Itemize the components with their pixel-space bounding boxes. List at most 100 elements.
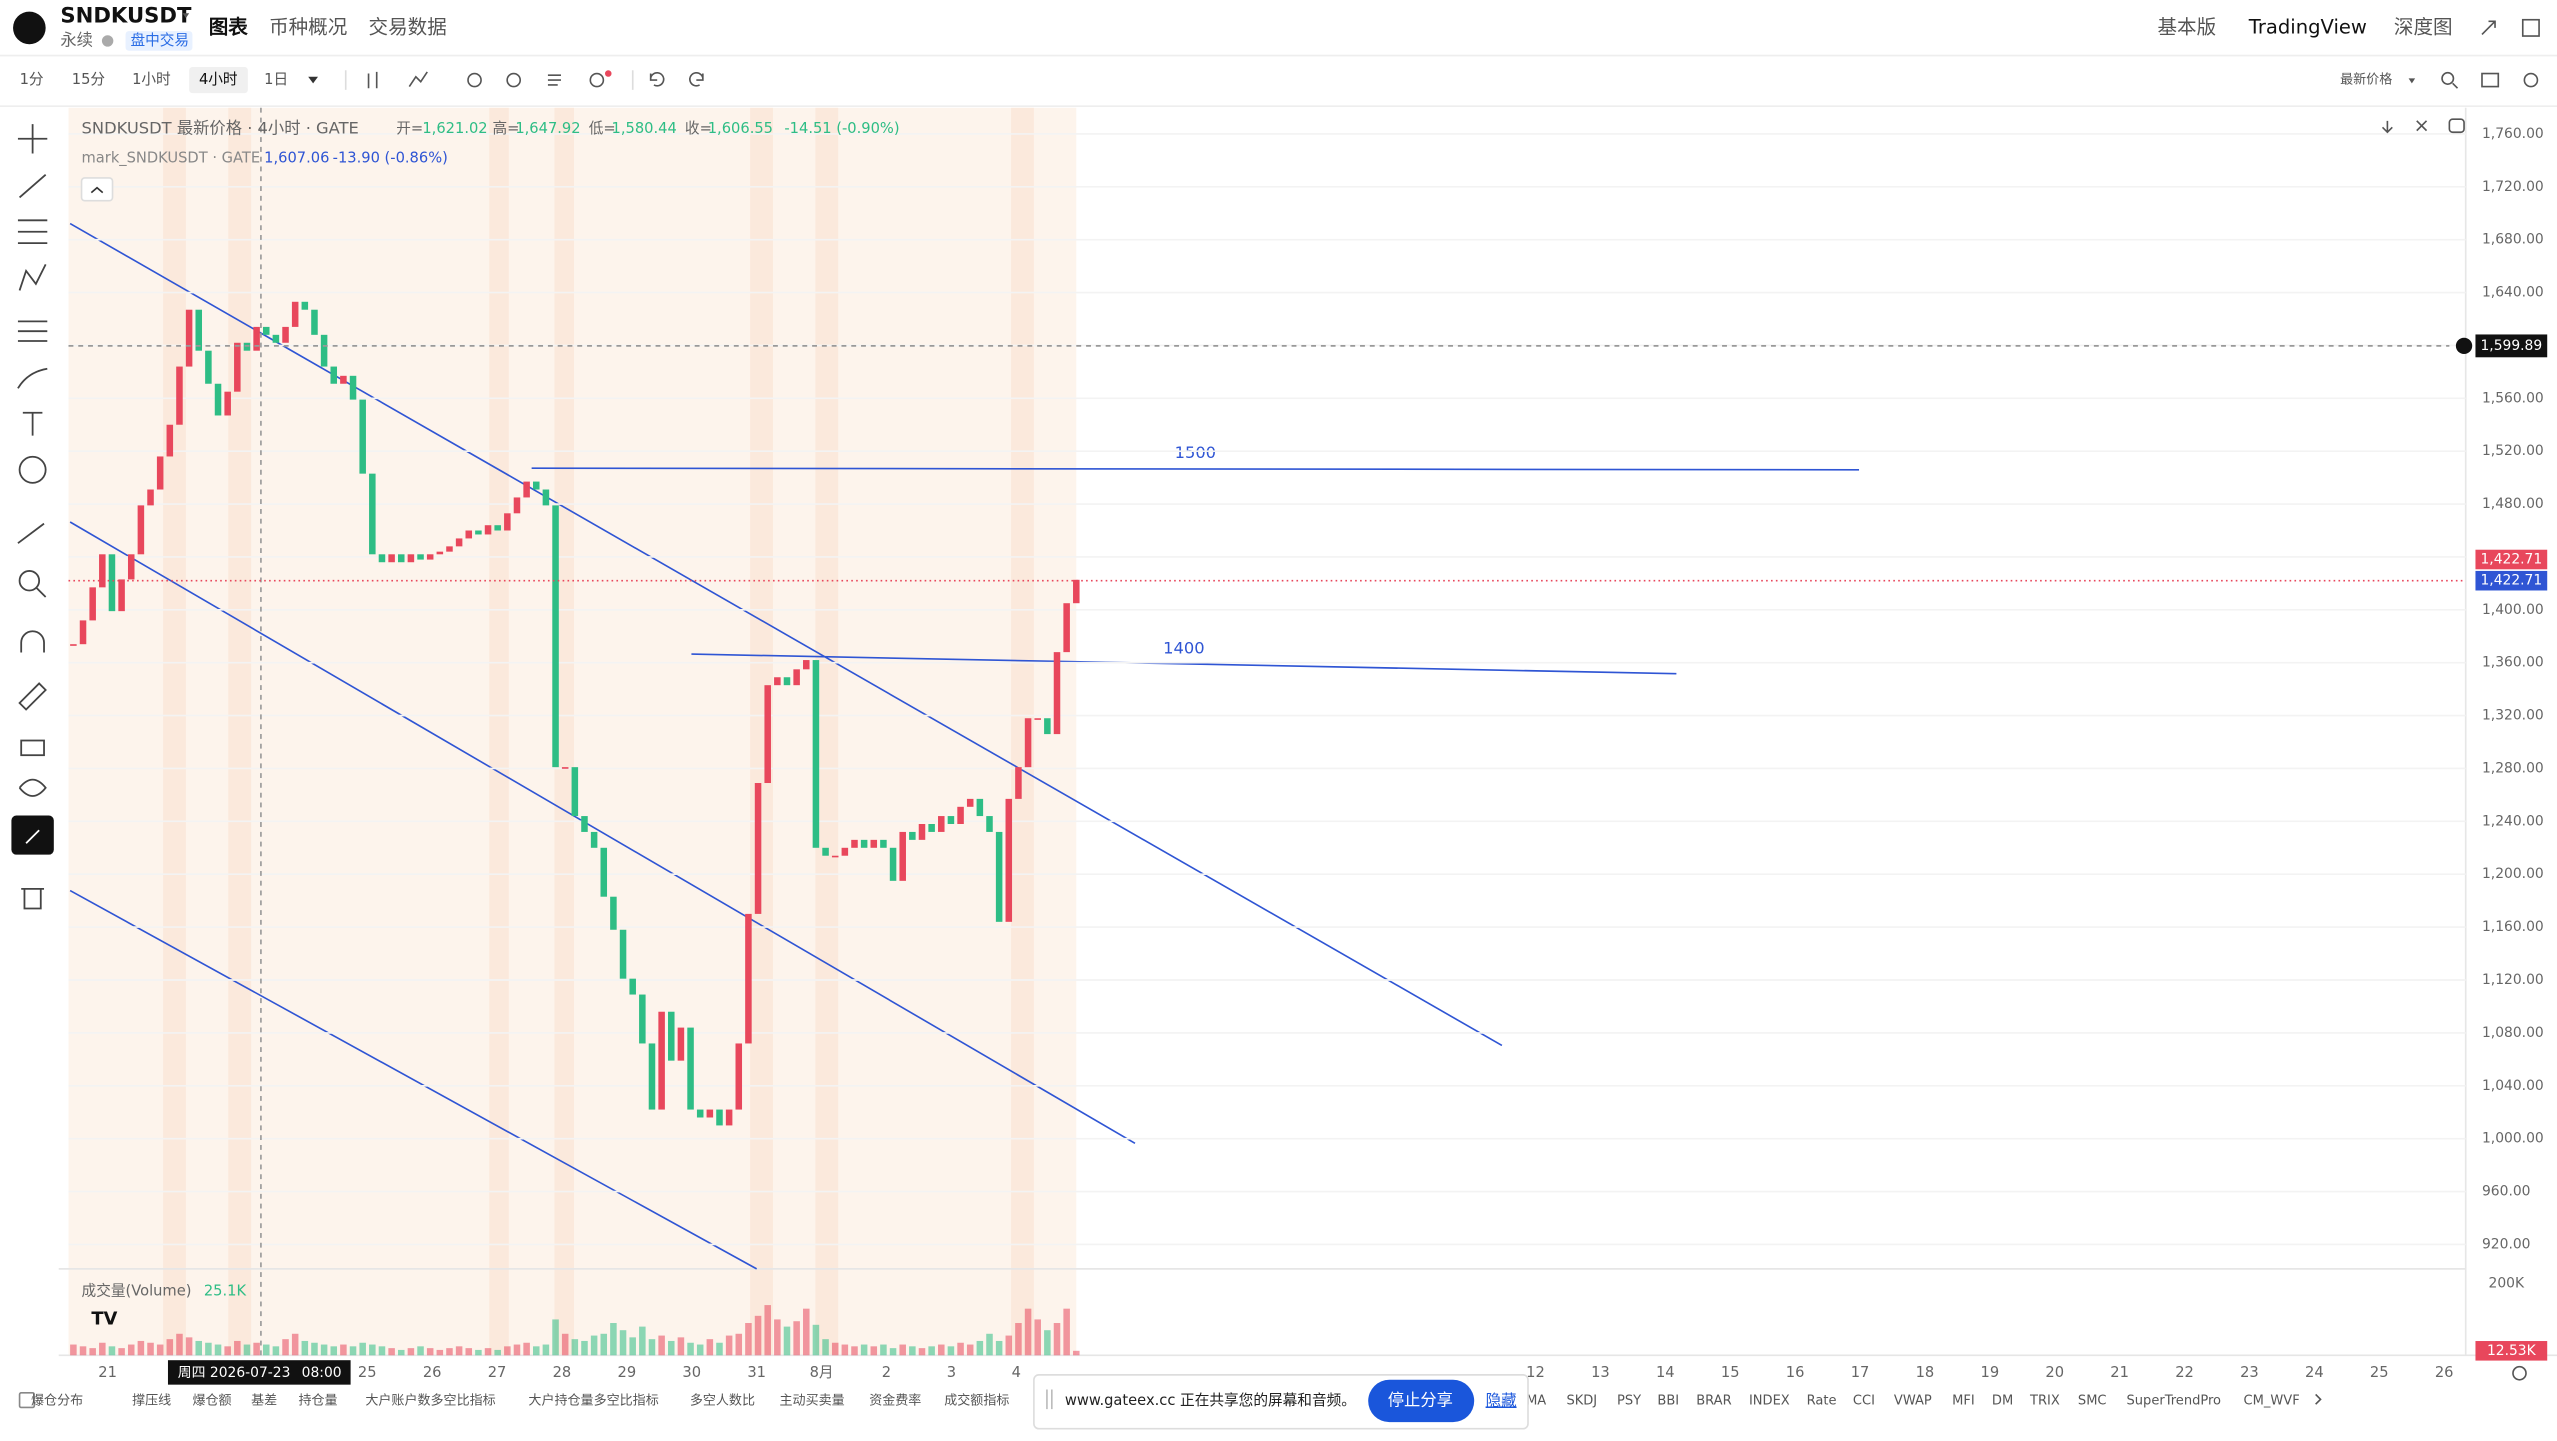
candle — [533, 481, 540, 490]
candle — [870, 839, 878, 848]
indicator-tab[interactable]: MFI — [1952, 1393, 1975, 1408]
indicator-tab[interactable]: 大户持仓量多空比指标 — [528, 1392, 658, 1408]
indicator-tab[interactable]: PSY — [1617, 1393, 1641, 1408]
indicator-tab[interactable]: 持仓量 — [298, 1393, 337, 1408]
candle — [552, 505, 559, 768]
crosshair-add[interactable] — [2455, 337, 2473, 355]
indicator-tab[interactable]: 撑压线 — [132, 1393, 171, 1408]
indicator-tab[interactable]: 多空人数比 — [690, 1392, 755, 1408]
indicator-tab[interactable]: 资金费率 — [869, 1392, 921, 1408]
candle — [311, 309, 318, 335]
y-tick-label: 1,320.00 — [2482, 708, 2544, 724]
volume-bar — [301, 1340, 309, 1356]
interval[interactable]: 1小时 — [132, 71, 171, 88]
price-source-caret[interactable] — [2408, 78, 2416, 84]
volume-bar — [841, 1344, 849, 1356]
indicator-tab[interactable]: Rate — [1807, 1393, 1837, 1408]
indicator-tab[interactable]: SKDJ — [1566, 1393, 1597, 1408]
price-source[interactable]: 最新价格 — [2340, 72, 2392, 88]
interval[interactable]: 1日 — [264, 71, 288, 88]
candle — [966, 798, 974, 807]
volume-bar — [523, 1342, 530, 1356]
stop-share-button[interactable] — [1368, 1379, 1475, 1423]
indicator-tab[interactable]: DM — [1992, 1393, 2013, 1408]
volume-bar — [311, 1342, 318, 1356]
volume-bar — [1024, 1308, 1032, 1356]
collapse-button[interactable] — [80, 177, 114, 202]
tab[interactable]: 图表 — [209, 15, 249, 38]
indicator-tab[interactable]: 爆仓额 — [192, 1393, 231, 1408]
trend-lines[interactable] — [69, 222, 1860, 1270]
hide-link[interactable]: 隐藏 — [1486, 1391, 1517, 1409]
tab[interactable]: 交易数据 — [369, 15, 447, 38]
info-icon[interactable] — [101, 35, 114, 47]
indicator-tab[interactable]: BRAR — [1696, 1393, 1731, 1408]
candle — [214, 383, 222, 416]
indicator-tab[interactable]: CM_WVF — [2244, 1393, 2300, 1408]
cursor-date: 周四 2026-07-23 — [178, 1365, 291, 1381]
view-option[interactable]: 深度图 — [2394, 15, 2453, 38]
symbol[interactable]: SNDKUSDT — [60, 2, 192, 27]
interval[interactable]: 4小时 — [199, 71, 238, 88]
indicator-tab[interactable]: TRIX — [2029, 1393, 2060, 1408]
interval-caret[interactable] — [308, 76, 318, 84]
volume-bar — [706, 1339, 714, 1356]
volume-bar — [1015, 1323, 1022, 1356]
volume-bar — [581, 1340, 588, 1356]
indicator-tab[interactable]: 成交额指标 — [944, 1392, 1009, 1408]
indicator-tab[interactable]: BBI — [1657, 1393, 1679, 1408]
volume-bar — [735, 1333, 743, 1356]
interval[interactable]: 15分 — [72, 71, 106, 88]
volume-bar — [745, 1323, 752, 1356]
volume-bar — [359, 1342, 366, 1356]
indicator-tab[interactable]: CCI — [1853, 1393, 1875, 1408]
y-tick-label: 1,560.00 — [2482, 390, 2544, 406]
volume-bar — [1053, 1323, 1061, 1356]
legend-value: 1,647.92 — [515, 120, 580, 137]
indicator-tab[interactable]: 爆仓分布 — [31, 1393, 83, 1408]
volume-bar — [330, 1346, 338, 1356]
volume-bar — [417, 1346, 424, 1356]
crosshair-price: 1,599.89 — [2480, 338, 2542, 354]
settings-icon[interactable] — [2512, 1365, 2527, 1381]
indicator-next[interactable] — [2315, 1393, 2322, 1405]
view-option[interactable]: TradingView — [2248, 15, 2367, 38]
candle — [735, 1043, 743, 1110]
indicator-tab[interactable]: 大户账户数多空比指标 — [365, 1392, 495, 1408]
toolbar-icons[interactable] — [367, 71, 704, 89]
volume-bar — [407, 1348, 415, 1356]
candle — [484, 525, 492, 535]
drawing-tools[interactable] — [17, 124, 48, 910]
indicator-tab[interactable]: 主动买卖量 — [780, 1393, 845, 1408]
toolbar-right-icons[interactable] — [2441, 71, 2539, 89]
volume-bar — [600, 1333, 608, 1356]
view-option[interactable]: 基本版 — [2157, 15, 2216, 38]
candle — [841, 847, 849, 856]
pane-icons[interactable] — [2381, 118, 2465, 134]
candle — [668, 1011, 675, 1061]
volume-bar — [513, 1344, 521, 1356]
indicator-icon[interactable] — [18, 1391, 36, 1409]
candle — [764, 685, 771, 784]
candle — [889, 847, 897, 881]
drag-handle[interactable] — [1046, 1389, 1053, 1410]
volume-bar — [465, 1348, 473, 1356]
indicator-tab[interactable]: VWAP — [1894, 1393, 1932, 1408]
indicator-tab[interactable]: SMC — [2078, 1393, 2107, 1408]
x-tick-label: 14 — [1656, 1364, 1675, 1381]
stop-share-label[interactable]: 停止分享 — [1388, 1390, 1453, 1409]
volume-last: 12.53K — [2487, 1343, 2537, 1359]
indicator-tab[interactable]: 基差 — [251, 1393, 277, 1408]
volume-bar — [639, 1326, 646, 1356]
tab[interactable]: 币种概况 — [269, 15, 347, 38]
indicator-tab[interactable]: SuperTrendPro — [2127, 1393, 2222, 1408]
expand-icon[interactable] — [2481, 20, 2496, 35]
fullscreen-icon[interactable] — [2521, 18, 2540, 37]
candle — [1005, 798, 1013, 922]
indicator-tab[interactable]: INDEX — [1749, 1393, 1790, 1408]
indicator-tab[interactable]: MA — [1526, 1393, 1546, 1408]
interval[interactable]: 1分 — [20, 71, 44, 88]
volume-bar — [754, 1315, 762, 1356]
indicator-bar: 爆仓分布 撑压线 爆仓额 基差 持仓量 大户账户数多空比指标 大户持仓量多空比指标 多空人数比… — [31, 1392, 2300, 1408]
cursor-time-bg — [167, 1360, 351, 1385]
